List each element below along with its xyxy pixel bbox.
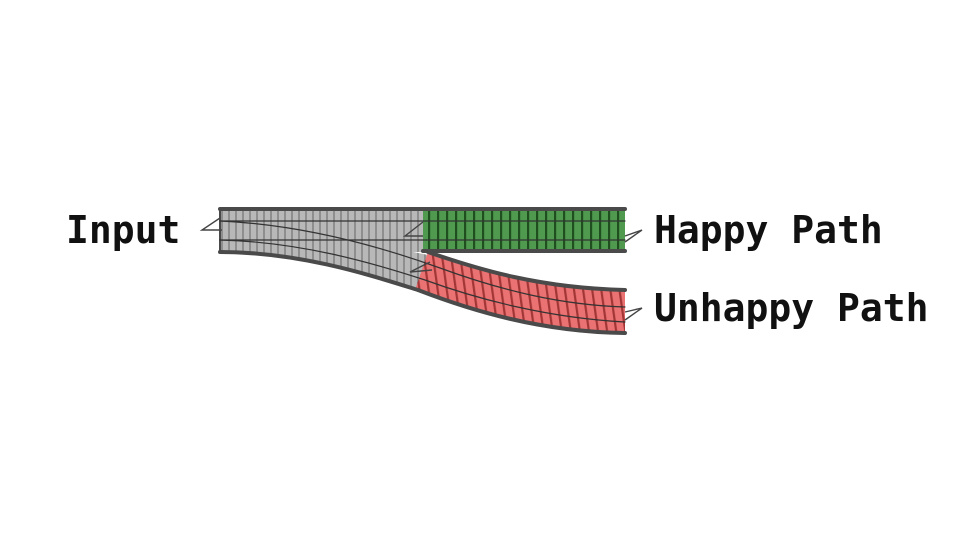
input-connector (199, 217, 222, 231)
input-label: Input (66, 208, 181, 252)
switch-connector-upper (402, 221, 424, 237)
connector-marks (199, 217, 643, 321)
happy-path-track (423, 208, 625, 252)
input-track (220, 208, 428, 290)
happy-connector (624, 229, 643, 243)
unhappy-path-label: Unhappy Path (654, 286, 929, 330)
happy-path-label: Happy Path (654, 208, 883, 252)
track-rails (218, 207, 627, 335)
unhappy-connector (624, 307, 643, 321)
switch-connector-lower (409, 261, 433, 273)
